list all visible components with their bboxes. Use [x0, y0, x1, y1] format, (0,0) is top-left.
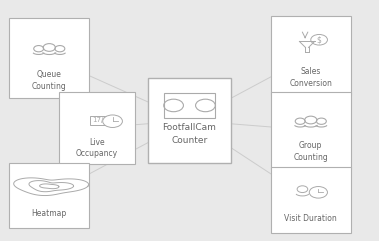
- Bar: [271, 167, 351, 233]
- Text: Sales
Conversion: Sales Conversion: [289, 67, 332, 88]
- Text: Queue
Counting: Queue Counting: [32, 70, 67, 91]
- Bar: [164, 93, 215, 118]
- Bar: [271, 16, 351, 95]
- Circle shape: [103, 115, 122, 127]
- Text: Heatmap: Heatmap: [31, 209, 67, 218]
- Bar: [9, 163, 89, 228]
- Text: Live
Occupancy: Live Occupancy: [75, 138, 118, 158]
- Bar: [148, 78, 231, 163]
- Bar: [9, 18, 89, 98]
- Text: Group
Counting: Group Counting: [293, 141, 328, 162]
- Bar: [59, 92, 135, 164]
- Bar: [90, 116, 111, 125]
- Text: $: $: [317, 35, 321, 44]
- Text: Visit Duration: Visit Duration: [284, 214, 337, 223]
- Text: FootfallCam
Counter: FootfallCam Counter: [163, 123, 216, 145]
- Bar: [271, 92, 351, 169]
- Text: 17/: 17/: [92, 117, 104, 123]
